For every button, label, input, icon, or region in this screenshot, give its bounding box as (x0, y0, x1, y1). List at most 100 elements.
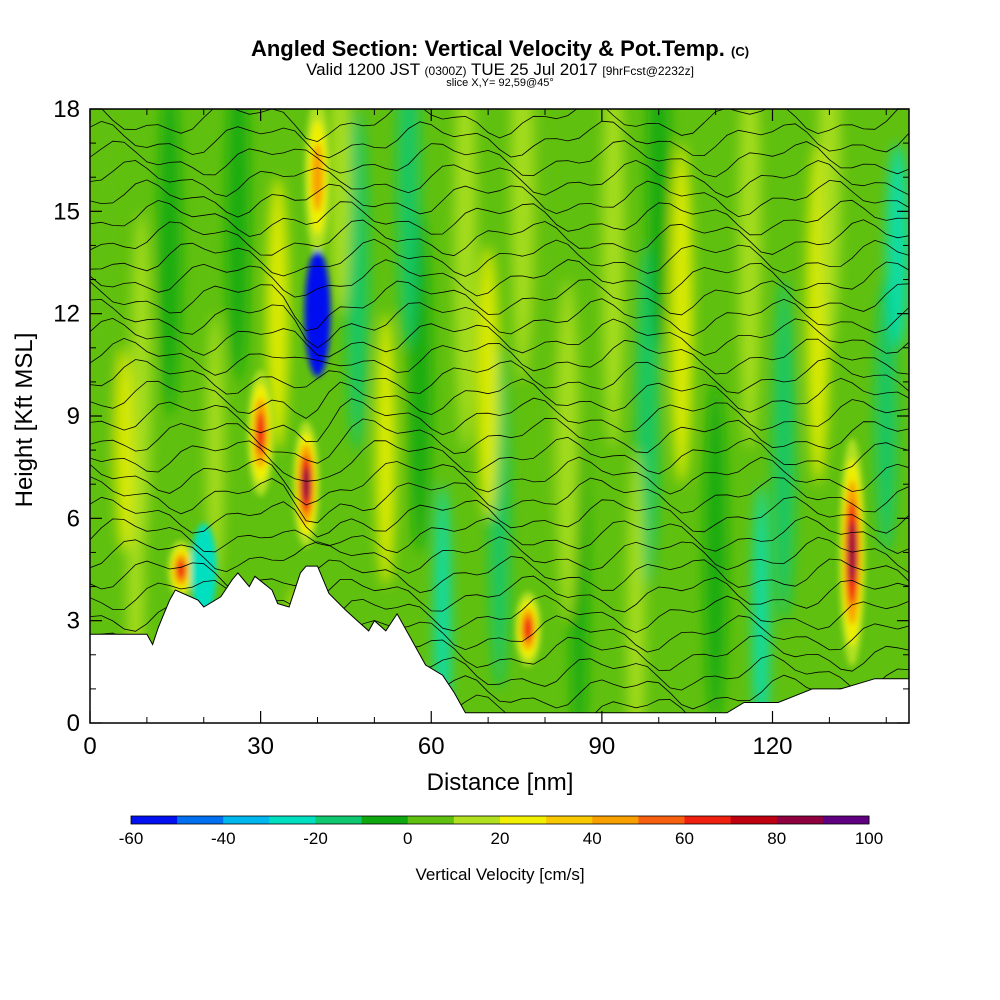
theta-contour (90, 516, 909, 554)
field-blob (226, 109, 250, 382)
theta-contour (90, 238, 909, 277)
field-blob (95, 109, 119, 485)
updraft-core (523, 616, 533, 642)
theta-contour (90, 298, 909, 349)
theta-contour (90, 357, 909, 395)
y-tick-label: 3 (67, 608, 80, 635)
field-blob (434, 484, 452, 723)
x-tick-label: 90 (589, 733, 616, 760)
field-blob (533, 109, 557, 519)
theta-contour (90, 279, 909, 332)
x-tick-label: 60 (418, 733, 445, 760)
field-blob (115, 347, 133, 553)
theta-contour (90, 317, 909, 358)
x-tick-label: 30 (247, 733, 274, 760)
colorbar-swatch (730, 816, 778, 824)
field-blob (266, 177, 290, 451)
colorbar-tick-label: 40 (583, 829, 602, 848)
theta-contour (90, 476, 909, 524)
chart-title-unit: (C) (731, 44, 750, 59)
valid-date: TUE 25 Jul 2017 (470, 60, 598, 79)
colorbar-swatch (223, 816, 270, 824)
theta-contour (90, 120, 909, 159)
valid-utc: (0300Z) (424, 64, 467, 78)
updraft-core (176, 559, 186, 580)
colorbar-swatch (500, 816, 547, 824)
colorbar-frame (130, 815, 870, 825)
colorbar-swatch (407, 816, 455, 824)
field-blob (670, 143, 693, 485)
field-blob (454, 109, 477, 451)
colorbar-swatch (315, 816, 363, 824)
colorbar: -60 -40 -20 0 20 40 60 80 100 (119, 815, 883, 848)
colorbar-tick-label: 100 (855, 829, 883, 848)
field-blob (874, 279, 898, 553)
y-tick-label: 0 (67, 710, 80, 737)
y-tick-label: 12 (53, 301, 80, 328)
colorbar-swatch (776, 816, 824, 824)
theta-contour (90, 417, 909, 464)
colorbar-tick-label: 80 (767, 829, 786, 848)
field-blob (601, 109, 625, 451)
field-blob (886, 143, 909, 348)
colorbar-swatch (177, 816, 224, 824)
downdraft-core (195, 541, 212, 598)
y-tick-label: 15 (53, 198, 80, 225)
updraft-core (311, 142, 324, 212)
downdraft-core (313, 292, 322, 335)
potential-temperature-contours (90, 109, 909, 723)
colorbar-swatch (131, 816, 178, 824)
theta-contour (101, 109, 899, 143)
theta-contour (90, 377, 909, 419)
field-blob (752, 484, 770, 723)
colorbar-tick-label: -60 (119, 829, 144, 848)
colorbar-swatch (592, 816, 639, 824)
forecast-label: [9hrFcst@2232z] (602, 64, 694, 78)
colorbar-tick-label: 60 (675, 829, 694, 848)
theta-contour (90, 179, 909, 218)
theta-contour (90, 199, 909, 237)
colorbar-swatch (638, 816, 685, 824)
chart-title: Angled Section: Vertical Velocity & Pot.… (0, 36, 1000, 62)
colorbar-tick-label: 20 (491, 829, 510, 848)
chart-title-main: Angled Section: Vertical Velocity & Pot.… (250, 36, 725, 61)
y-tick-label: 9 (67, 403, 80, 430)
updraft-core (302, 466, 310, 502)
field-blob (647, 109, 671, 348)
field-blob (818, 109, 841, 348)
y-tick-label: 18 (53, 96, 80, 123)
colorbar-swatch (361, 816, 409, 824)
theta-contour (90, 456, 909, 506)
field-blob (397, 109, 420, 348)
colorbar-swatch (453, 816, 501, 824)
colorbar-swatch (269, 816, 316, 824)
field-blob (626, 450, 646, 723)
x-tick-label: 120 (752, 733, 792, 760)
theta-contour (90, 140, 909, 178)
terrain (89, 565, 910, 724)
field-blob (556, 279, 580, 621)
colorbar-tick-label: -40 (211, 829, 236, 848)
theta-contour (90, 436, 909, 482)
field-blob (510, 109, 534, 382)
y-axis-label: Height [Kft MSL] (11, 333, 38, 508)
theta-contour (90, 556, 909, 594)
colorbar-title: Vertical Velocity [cm/s] (415, 865, 584, 884)
valid-prefix: Valid 1200 JST (306, 60, 420, 79)
x-tick-label: 0 (83, 733, 96, 760)
colorbar-swatch (684, 816, 732, 824)
axis-ticks: 0 30 60 90 120 0 3 6 9 12 15 18 (53, 96, 909, 760)
slice-label: slice X,Y= 92,59@45° (446, 77, 554, 89)
colorbar-tick-label: -20 (303, 829, 328, 848)
chart-subtitle: Valid 1200 JST (0300Z) TUE 25 Jul 2017 [… (0, 60, 1000, 80)
field-blob (738, 109, 762, 451)
theta-contour (90, 536, 909, 574)
theta-contour (90, 219, 909, 257)
colorbar-tick-label: 0 (403, 829, 412, 848)
theta-contour (90, 259, 909, 298)
theta-contour (90, 397, 909, 443)
field-blob (476, 245, 500, 519)
field-blob (772, 279, 796, 621)
y-tick-label: 6 (67, 505, 80, 532)
